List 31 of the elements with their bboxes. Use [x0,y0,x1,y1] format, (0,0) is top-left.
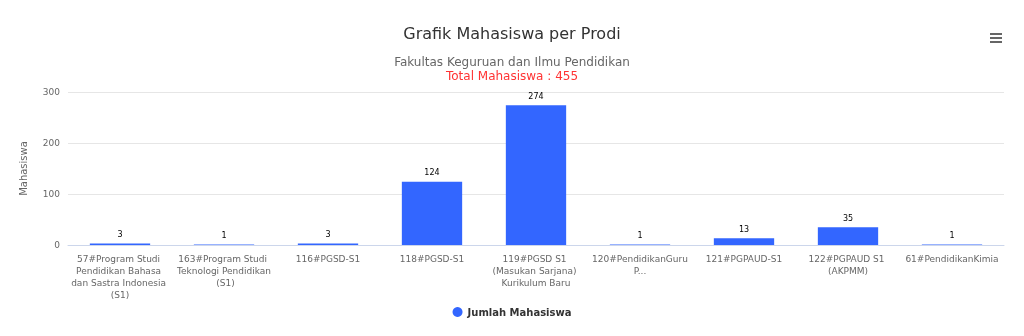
bar [713,238,775,245]
chart-subtitle: Fakultas Keguruan dan Ilmu Pendidikan [394,55,630,69]
data-label: 3 [325,229,331,239]
bar [401,181,463,245]
x-tick-label: 116#PGSD-S1 [295,254,361,264]
y-tick-label: 100 [42,189,61,199]
y-tick-label: 0 [54,240,61,250]
y-tick-label: 200 [42,138,61,148]
x-tick-label: 121#PGPAUD-S1 [705,254,783,264]
x-tick-label: 61#PendidikanKimia [905,254,999,264]
y-axis-title: Mahasiswa [17,141,29,196]
x-tick-label: 122#PGPAUD S1 (AKPMM) [808,254,888,276]
x-tick-label: 163#Program Studi Teknologi Pendidikan (S1) [175,254,272,288]
x-tick-label: 57#Program Studi Pendidikan Bahasa dan Sastra Indonesia (S1) [71,254,169,300]
legend-label: Jumlah Mahasiswa [466,306,572,318]
bar [817,227,879,245]
y-tick-label: 300 [42,87,61,97]
x-tick-label: 118#PGSD-S1 [399,254,465,264]
x-tick-label: 120#PendidikanGuruP... [592,254,688,276]
data-label: 124 [424,168,440,178]
data-label: 1 [949,230,955,240]
data-label: 35 [842,213,854,223]
data-label: 13 [738,224,750,234]
data-label: 1 [637,230,643,240]
data-label: 1 [221,230,227,240]
text: Total Mahasiswa : 455 [444,69,579,83]
chart-title: Grafik Mahasiswa per Prodi [403,23,621,43]
bar [505,105,567,245]
x-tick-label: 119#PGSD S1 (Masukan Sarjana) Kurikulum Baru [492,254,580,288]
data-label: 274 [528,91,544,101]
data-label: 3 [117,229,123,239]
